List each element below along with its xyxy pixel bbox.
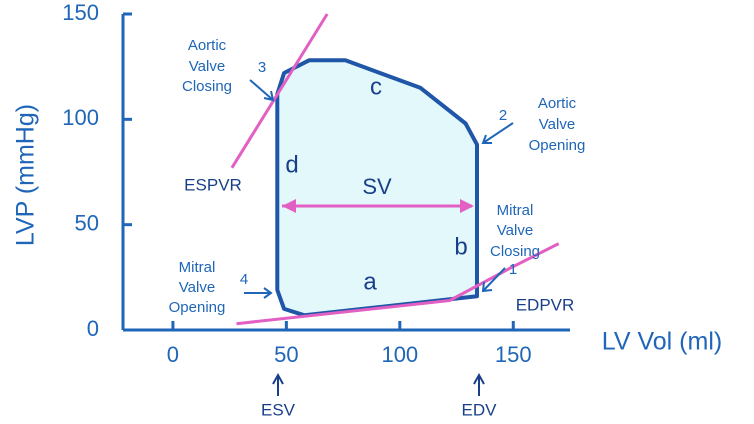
- arrow: [481, 267, 506, 293]
- arrow: [272, 372, 284, 396]
- plot: 0 50 100 150 0 50 100 150: [62, 0, 570, 367]
- step-number: 3: [258, 59, 266, 76]
- y-tick-label: 50: [75, 210, 99, 235]
- y-tick-label: 150: [62, 0, 99, 25]
- annotation: Opening: [169, 299, 226, 316]
- segment-label: d: [285, 151, 298, 178]
- y-tick-label: 100: [62, 105, 99, 130]
- annotation: Mitral: [179, 259, 216, 276]
- relation-line: [236, 242, 560, 326]
- pv-loop: [275, 58, 479, 318]
- annotation: Valve: [539, 116, 575, 133]
- series-label: EDPVR: [516, 295, 575, 314]
- arrow: [244, 287, 273, 299]
- segment-label: b: [454, 233, 467, 260]
- x-tick-label: 100: [381, 342, 418, 367]
- relation-line: [230, 13, 329, 169]
- annotation: Opening: [529, 137, 586, 154]
- arrow: [481, 122, 514, 144]
- sv-label: SV: [362, 174, 392, 199]
- x-tick-label: 150: [495, 342, 532, 367]
- y-axis-title: LVP (mmHg): [12, 104, 40, 246]
- step-number: 4: [240, 271, 248, 288]
- series-label: ESPVR: [184, 175, 242, 194]
- segment-label: c: [370, 73, 382, 100]
- x-axis-title: LV Vol (ml): [602, 328, 722, 356]
- annotation: Aortic: [188, 37, 227, 54]
- x-tick-label: 0: [167, 342, 179, 367]
- annotation: Valve: [497, 222, 533, 239]
- annotation: Valve: [179, 279, 215, 296]
- y-tick-label: 0: [87, 316, 99, 341]
- arrow: [249, 79, 275, 102]
- annotation: Closing: [490, 243, 540, 260]
- x-tick-label: 50: [274, 342, 298, 367]
- segment-label: a: [363, 268, 377, 295]
- arrow: [473, 372, 485, 396]
- annotation: Closing: [182, 78, 232, 95]
- annotation: Valve: [189, 58, 225, 75]
- marker-label: EDV: [462, 400, 498, 419]
- annotation: Mitral: [497, 202, 534, 219]
- marker-label: ESV: [261, 400, 296, 419]
- annotation: Aortic: [538, 95, 577, 112]
- step-number: 2: [499, 107, 507, 124]
- step-number: 1: [509, 261, 517, 278]
